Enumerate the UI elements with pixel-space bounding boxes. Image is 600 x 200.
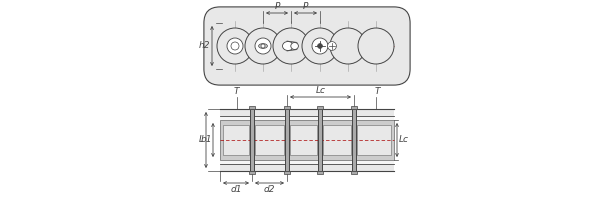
Ellipse shape — [283, 42, 293, 50]
Circle shape — [227, 38, 243, 54]
Circle shape — [330, 28, 366, 64]
Text: Lc: Lc — [399, 136, 409, 144]
Bar — [317, 106, 323, 109]
Bar — [357, 125, 391, 155]
Text: b1: b1 — [200, 136, 212, 144]
Bar — [220, 109, 394, 171]
Circle shape — [302, 28, 338, 64]
Circle shape — [317, 44, 322, 48]
Bar — [284, 171, 290, 174]
Circle shape — [231, 42, 239, 50]
Bar — [249, 106, 255, 109]
Circle shape — [245, 28, 281, 64]
Bar — [351, 106, 357, 109]
Bar — [252, 120, 287, 160]
FancyBboxPatch shape — [204, 7, 410, 85]
Bar — [317, 171, 323, 174]
Bar — [287, 120, 320, 160]
Bar — [354, 120, 394, 160]
Text: P: P — [274, 2, 280, 11]
Bar — [284, 106, 290, 109]
Bar — [290, 125, 317, 155]
Circle shape — [358, 28, 394, 64]
Text: d2: d2 — [264, 185, 275, 194]
Bar — [220, 120, 252, 160]
Text: h2: h2 — [199, 42, 210, 50]
Ellipse shape — [291, 43, 298, 49]
Bar — [318, 109, 322, 171]
Circle shape — [273, 28, 309, 64]
Bar — [223, 125, 250, 155]
Ellipse shape — [259, 44, 268, 48]
Bar — [249, 171, 255, 174]
Bar — [255, 125, 284, 155]
Text: T: T — [374, 87, 380, 96]
Circle shape — [312, 38, 328, 54]
Text: P: P — [303, 2, 308, 11]
Circle shape — [255, 38, 271, 54]
Circle shape — [328, 42, 337, 50]
Text: d1: d1 — [230, 185, 242, 194]
Text: L: L — [199, 136, 204, 144]
Bar — [250, 109, 254, 171]
Circle shape — [217, 28, 253, 64]
Bar — [351, 171, 357, 174]
Text: T: T — [233, 87, 239, 96]
Bar — [285, 109, 289, 171]
Bar — [352, 109, 356, 171]
Bar — [323, 125, 351, 155]
Text: Lc: Lc — [316, 86, 326, 95]
Circle shape — [261, 44, 265, 48]
Bar — [320, 120, 354, 160]
